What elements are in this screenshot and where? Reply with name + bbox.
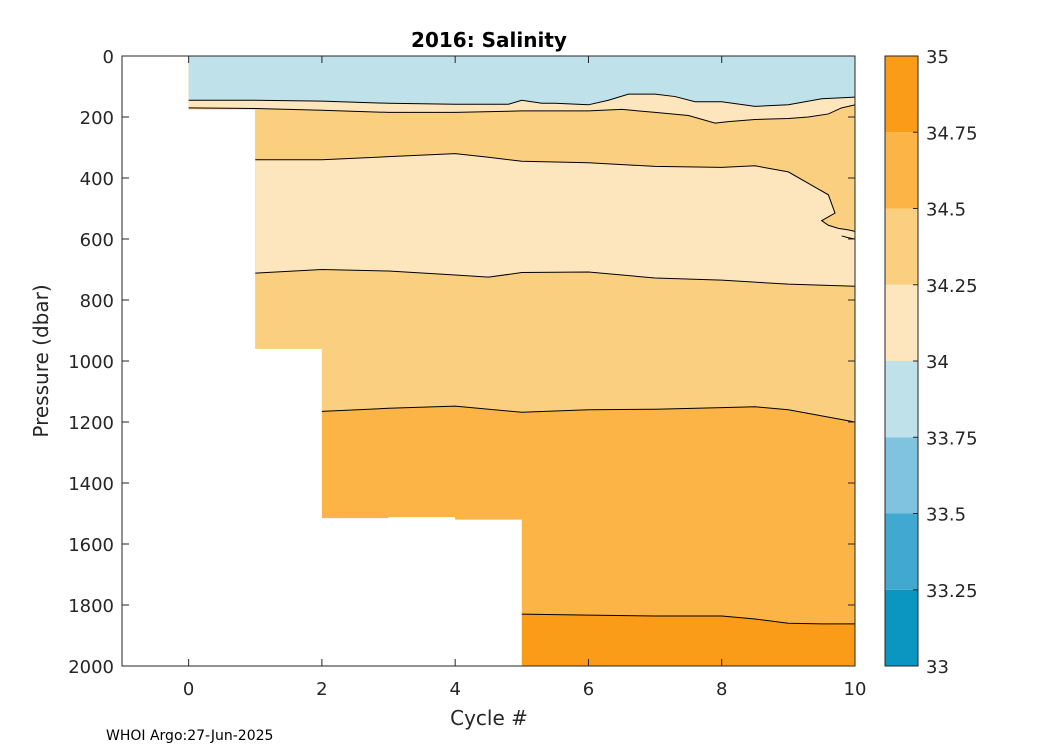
x-tick-label-4: 4 <box>449 679 460 700</box>
y-tick-label-200: 200 <box>80 108 114 129</box>
y-tick-label-0: 0 <box>103 47 114 68</box>
contour-line-34.5-2 <box>255 153 855 232</box>
y-tick-label-1200: 1200 <box>68 413 114 434</box>
y-tick-label-1800: 1800 <box>68 596 114 617</box>
y-axis-ticks: 0 200 400 600 800 1000 1200 1400 1600 1800 2000 <box>68 47 855 678</box>
contour-line-34.5-5 <box>321 405 855 423</box>
colorbar-swatch-7 <box>885 56 918 133</box>
contour-line-34.25-4 <box>255 268 855 287</box>
colorbar-tick-label-35: 35 <box>926 47 949 68</box>
x-tick-label-10: 10 <box>844 679 867 700</box>
filled-contours <box>188 56 855 666</box>
contour-line-34-0 <box>188 93 855 107</box>
x-tick-label-6: 6 <box>583 679 594 700</box>
colorbar-swatch-1 <box>885 513 918 590</box>
y-axis-label: Pressure (dbar) <box>29 284 53 437</box>
band-34-34.25-mid <box>188 153 855 287</box>
y-tick-label-1400: 1400 <box>68 474 114 495</box>
colorbar-tick-label-33.75: 33.75 <box>926 428 978 449</box>
footer-credit: WHOI Argo:27-Jun-2025 <box>106 728 273 744</box>
y-tick-label-2000: 2000 <box>68 657 114 678</box>
colorbar-swatch-6 <box>885 132 918 209</box>
band-33.75-34-surface <box>188 56 855 107</box>
colorbar: 33 33.25 33.5 33.75 34 34.25 34.5 34.75 35 <box>884 47 978 678</box>
x-tick-label-8: 8 <box>716 679 727 700</box>
colorbar-tick-label-34.75: 34.75 <box>926 123 978 144</box>
band-34.25-34.5-upper <box>188 104 855 232</box>
contour-line-34.25-1 <box>188 104 855 124</box>
colorbar-tick-label-33.5: 33.5 <box>926 505 966 526</box>
colorbar-tick-label-33.25: 33.25 <box>926 581 978 602</box>
colorbar-tick-label-34.5: 34.5 <box>926 200 966 221</box>
contour-line-34.75-6 <box>521 613 855 625</box>
x-tick-label-2: 2 <box>316 679 327 700</box>
colorbar-swatch-4 <box>885 284 918 361</box>
band-34.75-35-deep <box>521 614 855 666</box>
colorbar-swatch-2 <box>885 437 918 514</box>
colorbar-swatch-0 <box>885 589 918 666</box>
x-axis-label: Cycle # <box>450 706 528 730</box>
colorbar-swatch-5 <box>885 208 918 285</box>
x-tick-label-0: 0 <box>183 679 194 700</box>
band-34-34.25-upper <box>188 94 855 124</box>
colorbar-tick-label-33: 33 <box>926 657 949 678</box>
contour-lines <box>188 93 855 625</box>
y-tick-label-1000: 1000 <box>68 352 114 373</box>
colorbar-tick-label-34: 34 <box>926 352 949 373</box>
y-tick-label-800: 800 <box>80 291 114 312</box>
x-axis-ticks: 0 2 4 6 8 10 <box>183 56 867 700</box>
chart-title: 2016: Salinity <box>411 28 567 52</box>
y-tick-label-1600: 1600 <box>68 535 114 556</box>
colorbar-tick-label-34.25: 34.25 <box>926 276 978 297</box>
colorbar-swatch-3 <box>885 361 918 438</box>
y-tick-label-600: 600 <box>80 230 114 251</box>
y-tick-label-400: 400 <box>80 169 114 190</box>
